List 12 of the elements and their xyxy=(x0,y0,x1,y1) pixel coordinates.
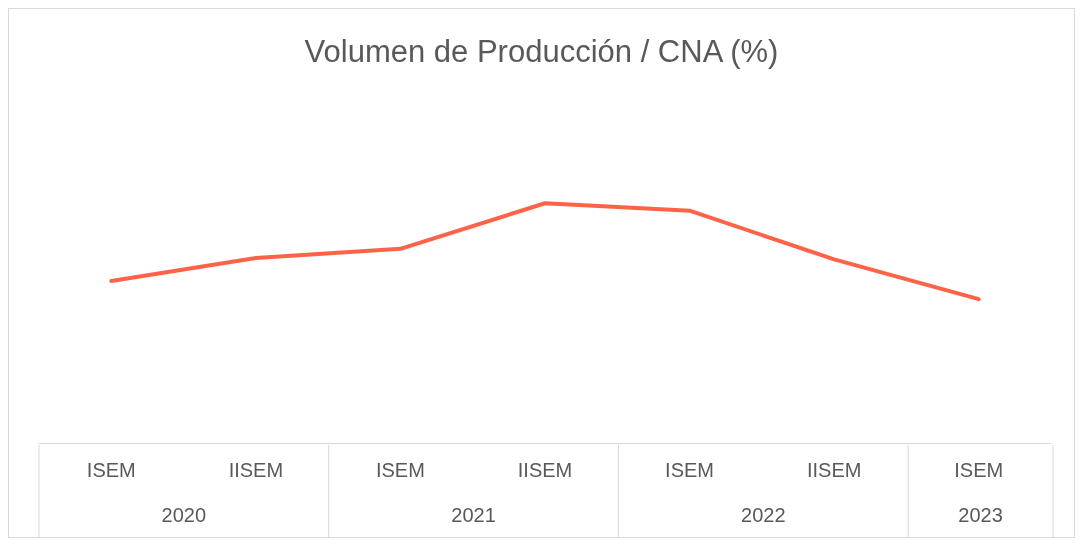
x-tick-label: IISEM xyxy=(228,459,284,481)
text: 2022 xyxy=(741,504,786,526)
x-tick-label: ISEM xyxy=(954,459,1004,481)
text: 2021 xyxy=(451,504,496,526)
chart-title: Volumen de Producción / CNA (%) xyxy=(304,34,779,69)
text: 2020 xyxy=(161,504,207,526)
x-tick-label: ISEM xyxy=(665,459,715,481)
x-tick-label: ISEM xyxy=(86,459,136,481)
text: 2023 xyxy=(958,504,1003,526)
x-tick-label: IISEM xyxy=(806,459,862,481)
x-tick-label: IISEM xyxy=(517,459,573,481)
x-tick-label: ISEM xyxy=(375,459,425,481)
